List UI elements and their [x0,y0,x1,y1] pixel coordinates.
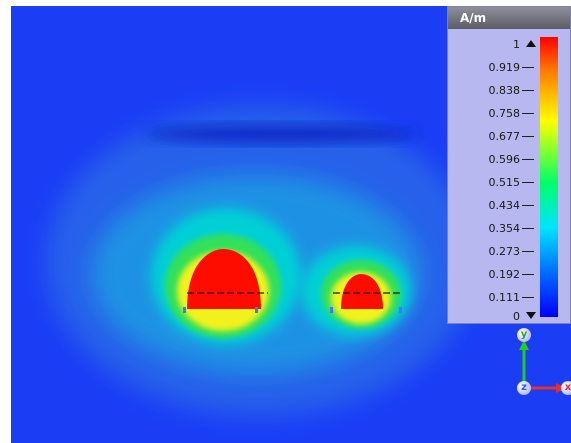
legend-tick-label: 0.111 [488,291,521,304]
legend-tick-label: 0.677 [488,130,521,143]
conductor-marker-right-b [399,307,402,313]
legend-tick: 0.515 [452,176,534,190]
axis-triad-lines [519,340,566,393]
y-axis-label: y [517,328,531,342]
legend-tick: 0.192 [452,268,534,282]
legend-tick: 0.273 [452,245,534,259]
legend-tick-label: 0.354 [488,222,521,235]
y-arrow-icon [519,340,529,350]
legend-tick-label: 1 [513,38,520,51]
legend-tick: 1 [452,38,536,52]
legend-tick-line [522,159,534,160]
legend-tick-line [522,182,534,183]
legend-tick-label: 0.919 [488,61,521,74]
legend-tick-label: 0.434 [488,199,521,212]
z-axis-label: z [517,381,531,395]
legend-tick-line [522,136,534,137]
legend-tick: 0.758 [452,107,534,121]
axis-triad: y z x [497,328,571,408]
legend-tick: 0.434 [452,199,534,213]
legend-tick-line [522,90,534,91]
legend-tick-label: 0 [513,310,520,323]
legend-unit-label: A/m [448,7,570,29]
legend-tick-label: 0.596 [488,153,521,166]
legend-tick-line [522,113,534,114]
legend-tick: 0 [452,310,536,324]
legend-tick: 0.111 [452,291,534,305]
legend-tick-line [522,297,534,298]
upper-dark-band [146,124,416,144]
legend-tick-label: 0.515 [488,176,521,189]
legend-tick-line [522,274,534,275]
legend-tick: 0.354 [452,222,534,236]
conductor-marker-left-b [255,307,258,313]
legend-tick-line [522,205,534,206]
legend-panel: A/m 1 0.919 0.838 0.758 0.677 0.596 0.51… [447,6,571,324]
legend-tick-label: 0.838 [488,84,521,97]
legend-tick: 0.596 [452,153,534,167]
legend-tick-label: 0.273 [488,245,521,258]
legend-tick: 0.838 [452,84,534,98]
colorbar [540,37,558,317]
red-core-left [187,249,261,309]
field-viewport[interactable]: A/m 1 0.919 0.838 0.758 0.677 0.596 0.51… [11,6,571,443]
max-arrow-icon [526,40,536,47]
red-core-right [341,274,383,309]
legend-tick: 0.677 [452,130,534,144]
legend-tick-line [522,251,534,252]
legend-tick-line [522,67,534,68]
min-arrow-icon [526,312,536,319]
conductor-marker-left-a [183,307,186,313]
legend-tick-label: 0.758 [488,107,521,120]
legend-tick: 0.919 [452,61,534,75]
x-axis-label: x [561,381,571,395]
conductor-marker-right-a [330,307,333,313]
legend-tick-line [522,228,534,229]
legend-tick-label: 0.192 [488,268,521,281]
